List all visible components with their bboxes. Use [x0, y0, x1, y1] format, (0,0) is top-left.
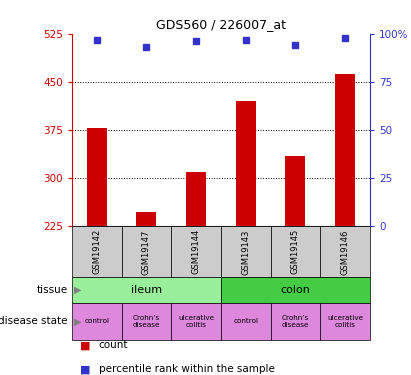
Text: ileum: ileum — [131, 285, 162, 295]
Text: control: control — [84, 318, 109, 324]
Bar — [221, 278, 370, 303]
Text: Crohn’s
disease: Crohn’s disease — [133, 315, 160, 328]
Text: control: control — [233, 318, 258, 324]
Bar — [72, 278, 221, 303]
Bar — [72, 303, 122, 340]
Bar — [320, 226, 370, 278]
Text: disease state: disease state — [0, 316, 68, 326]
Title: GDS560 / 226007_at: GDS560 / 226007_at — [156, 18, 286, 31]
Text: colon: colon — [280, 285, 310, 295]
Bar — [87, 128, 107, 226]
Text: tissue: tissue — [37, 285, 68, 295]
Text: GSM19147: GSM19147 — [142, 229, 151, 274]
Text: percentile rank within the sample: percentile rank within the sample — [99, 364, 275, 374]
Text: Crohn’s
disease: Crohn’s disease — [282, 315, 309, 328]
Bar — [122, 226, 171, 278]
Bar — [221, 303, 270, 340]
Bar — [320, 303, 370, 340]
Text: ulcerative
colitis: ulcerative colitis — [327, 315, 363, 328]
Bar — [171, 303, 221, 340]
Bar — [286, 156, 305, 226]
Text: ▶: ▶ — [74, 316, 81, 326]
Bar — [221, 226, 270, 278]
Bar — [236, 101, 256, 226]
Bar — [186, 172, 206, 226]
Text: GSM19142: GSM19142 — [92, 229, 101, 274]
Bar — [270, 303, 320, 340]
Bar — [335, 74, 355, 226]
Text: GSM19146: GSM19146 — [341, 229, 350, 274]
Text: ▶: ▶ — [74, 285, 81, 295]
Text: ■: ■ — [80, 340, 91, 350]
Text: ■: ■ — [80, 364, 91, 374]
Bar — [171, 226, 221, 278]
Bar — [122, 303, 171, 340]
Bar — [72, 226, 122, 278]
Text: GSM19144: GSM19144 — [192, 229, 201, 274]
Text: GSM19143: GSM19143 — [241, 229, 250, 274]
Text: GSM19145: GSM19145 — [291, 229, 300, 274]
Text: count: count — [99, 340, 128, 350]
Text: ulcerative
colitis: ulcerative colitis — [178, 315, 214, 328]
Bar — [270, 226, 320, 278]
Bar — [136, 211, 156, 226]
